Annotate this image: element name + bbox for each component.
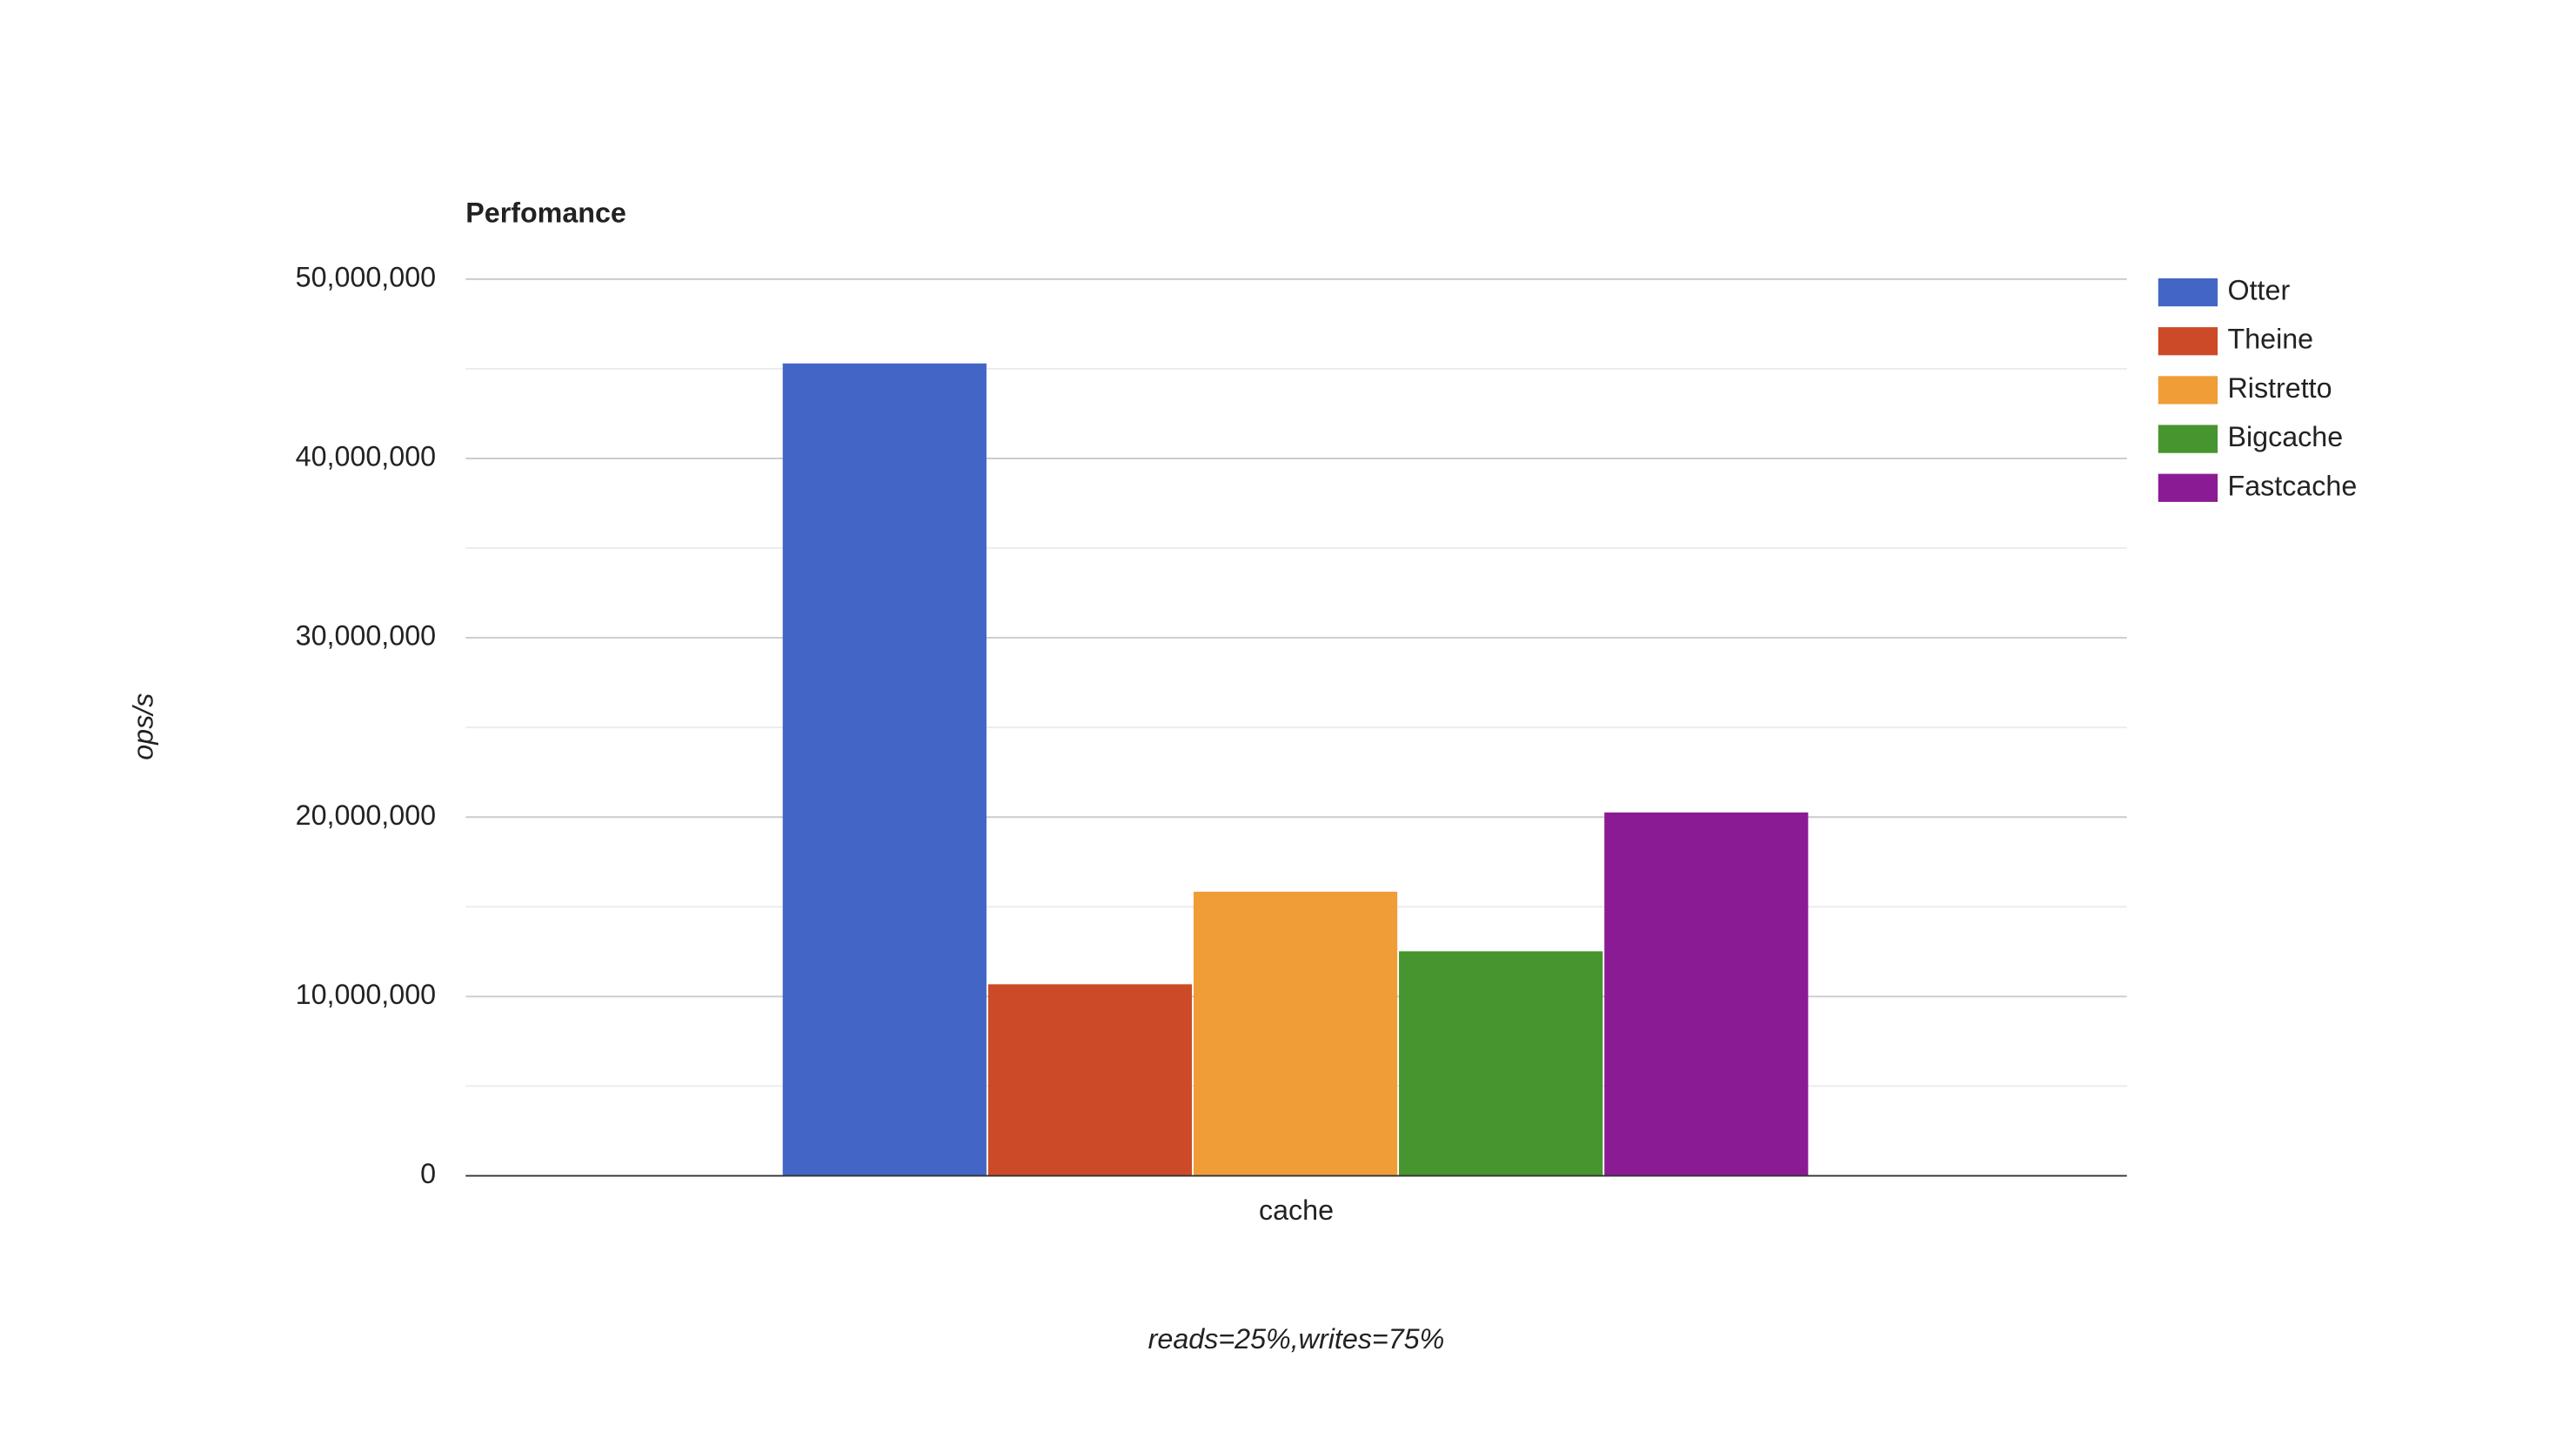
y-tick-label: 50,000,000 (296, 261, 436, 292)
legend-label: Theine (2228, 324, 2314, 355)
legend-label: Otter (2228, 275, 2291, 306)
legend-label: Bigcache (2228, 421, 2344, 452)
legend-swatch (2158, 473, 2218, 502)
bar (987, 984, 1193, 1176)
bar (1604, 812, 1809, 1176)
chart-title: Perfomance (465, 197, 626, 228)
legend-label: Ristretto (2228, 372, 2332, 404)
x-tick-label: cache (1259, 1194, 1334, 1226)
bar (1193, 892, 1398, 1176)
x-axis-title: reads=25%,writes=75% (1148, 1323, 1445, 1355)
y-tick-label: 40,000,000 (296, 441, 436, 472)
y-tick-label: 20,000,000 (296, 799, 436, 831)
y-axis-title: ops/s (128, 693, 159, 760)
legend-swatch (2158, 327, 2218, 356)
legend-label: Fastcache (2228, 470, 2358, 501)
legend-swatch (2158, 278, 2218, 307)
bar (1399, 951, 1603, 1176)
legend-swatch (2158, 425, 2218, 453)
bar (782, 363, 987, 1176)
y-tick-label: 10,000,000 (296, 979, 436, 1010)
y-tick-label: 30,000,000 (296, 620, 436, 652)
y-tick-label: 0 (420, 1158, 436, 1189)
legend-swatch (2158, 376, 2218, 405)
